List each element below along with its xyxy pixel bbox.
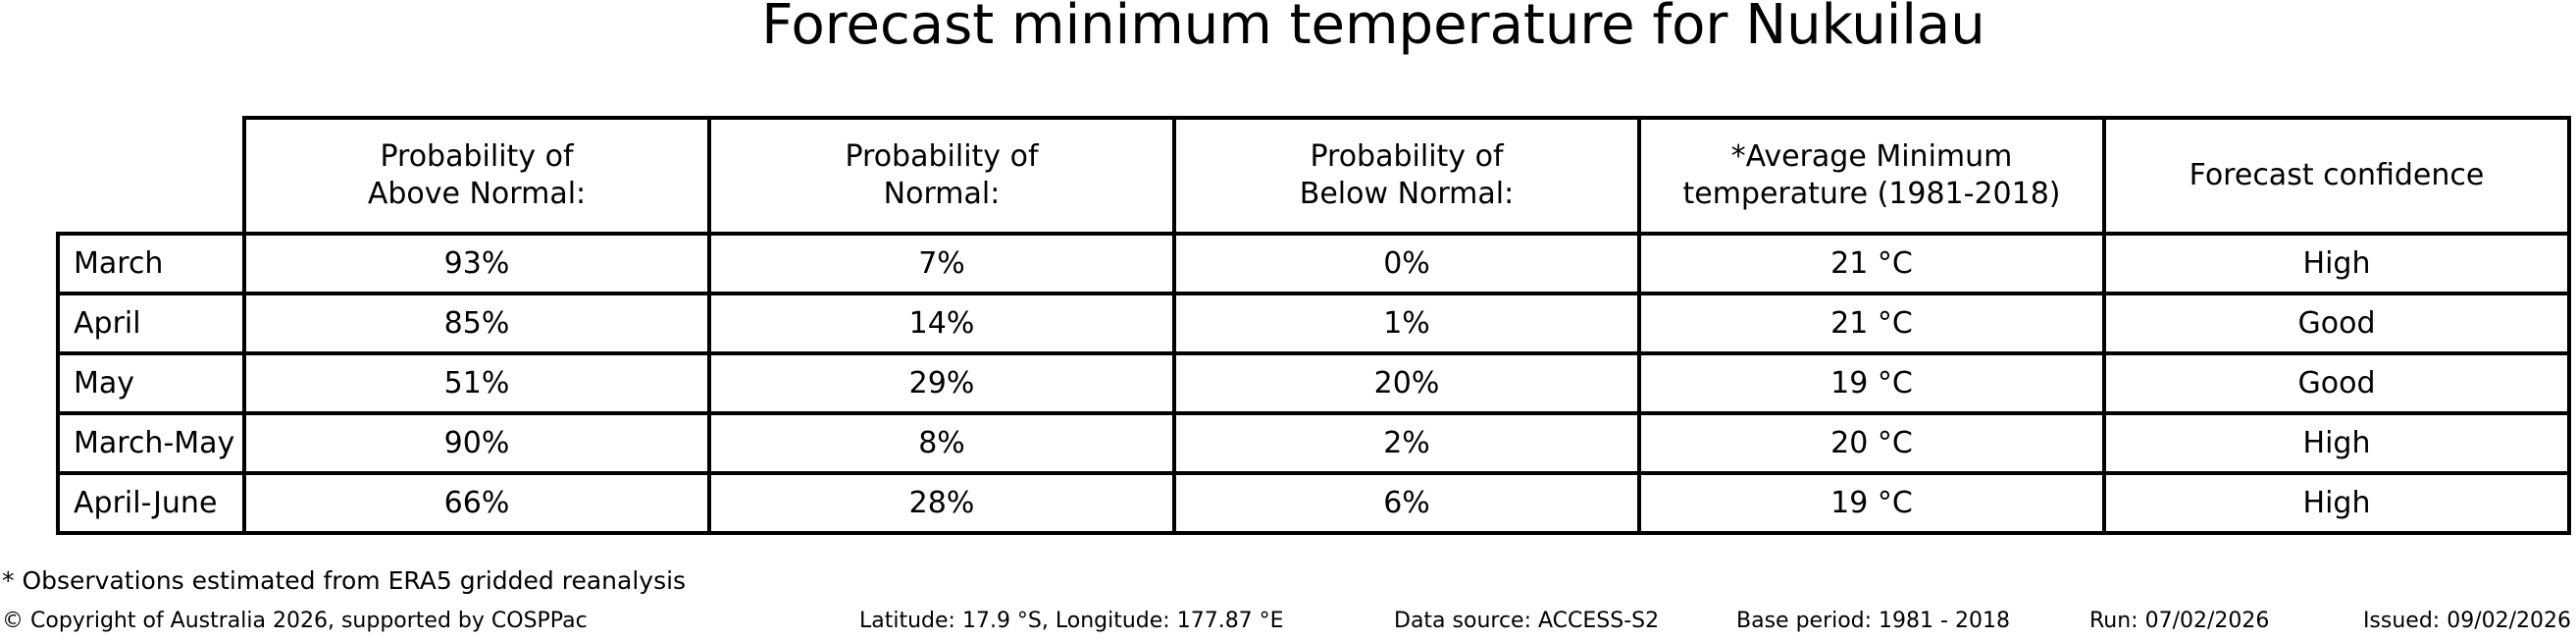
cell-average-minimum: 19 °C xyxy=(1637,471,2106,535)
row-label: April xyxy=(56,292,246,355)
cell-below-normal: 20% xyxy=(1172,351,1641,415)
cell-confidence: High xyxy=(2102,411,2571,475)
issued-date-text: Issued: 09/02/2026 xyxy=(2362,609,2571,633)
row-label: March xyxy=(56,232,246,295)
cell-normal: 8% xyxy=(707,411,1176,475)
table-row-march: March 93% 7% 0% 21 °C High xyxy=(56,232,2571,295)
page-title: Forecast minimum temperature for Nukuila… xyxy=(761,0,1985,57)
row-label: April-June xyxy=(56,471,246,535)
cell-above-normal: 66% xyxy=(242,471,711,535)
corner-spacer-cell xyxy=(58,118,244,234)
col-header-forecast-confidence: Forecast confidence xyxy=(2102,116,2571,236)
table-row-may: May 51% 29% 20% 19 °C Good xyxy=(56,351,2571,415)
cell-confidence: High xyxy=(2102,232,2571,295)
cell-below-normal: 1% xyxy=(1172,292,1641,355)
table-row-march-may: March-May 90% 8% 2% 20 °C High xyxy=(56,411,2571,475)
cell-normal: 14% xyxy=(707,292,1176,355)
col-header-below-normal: Probability of Below Normal: xyxy=(1172,116,1641,236)
cell-average-minimum: 19 °C xyxy=(1637,351,2106,415)
header-row: Probability of Above Normal: Probability… xyxy=(58,116,2571,236)
footnote-text: * Observations estimated from ERA5 gridd… xyxy=(2,566,687,595)
cell-normal: 29% xyxy=(707,351,1176,415)
run-date-text: Run: 07/02/2026 xyxy=(2089,609,2270,633)
cell-below-normal: 6% xyxy=(1172,471,1641,535)
table-row-april-june: April-June 66% 28% 6% 19 °C High xyxy=(56,471,2571,535)
base-period-text: Base period: 1981 - 2018 xyxy=(1736,609,2010,633)
data-source-text: Data source: ACCESS-S2 xyxy=(1394,609,1660,633)
cell-confidence: Good xyxy=(2102,292,2571,355)
location-text: Latitude: 17.9 °S, Longitude: 177.87 °E xyxy=(859,609,1284,633)
cell-below-normal: 0% xyxy=(1172,232,1641,295)
cell-average-minimum: 20 °C xyxy=(1637,411,2106,475)
row-label: March-May xyxy=(56,411,246,475)
cell-above-normal: 90% xyxy=(242,411,711,475)
cell-above-normal: 51% xyxy=(242,351,711,415)
table-row-april: April 85% 14% 1% 21 °C Good xyxy=(56,292,2571,355)
cell-average-minimum: 21 °C xyxy=(1637,292,2106,355)
cell-average-minimum: 21 °C xyxy=(1637,232,2106,295)
cell-normal: 7% xyxy=(707,232,1176,295)
cell-confidence: High xyxy=(2102,471,2571,535)
footer-bar: © Copyright of Australia 2026, supported… xyxy=(0,609,2576,636)
col-header-above-normal: Probability of Above Normal: xyxy=(242,116,711,236)
col-header-normal: Probability of Normal: xyxy=(707,116,1176,236)
cell-above-normal: 85% xyxy=(242,292,711,355)
cell-below-normal: 2% xyxy=(1172,411,1641,475)
cell-normal: 28% xyxy=(707,471,1176,535)
cell-above-normal: 93% xyxy=(242,232,711,295)
col-header-average-minimum: *Average Minimum temperature (1981-2018) xyxy=(1637,116,2106,236)
row-label: May xyxy=(56,351,246,415)
forecast-table: Probability of Above Normal: Probability… xyxy=(56,116,2571,535)
cell-confidence: Good xyxy=(2102,351,2571,415)
copyright-text: © Copyright of Australia 2026, supported… xyxy=(2,609,588,633)
